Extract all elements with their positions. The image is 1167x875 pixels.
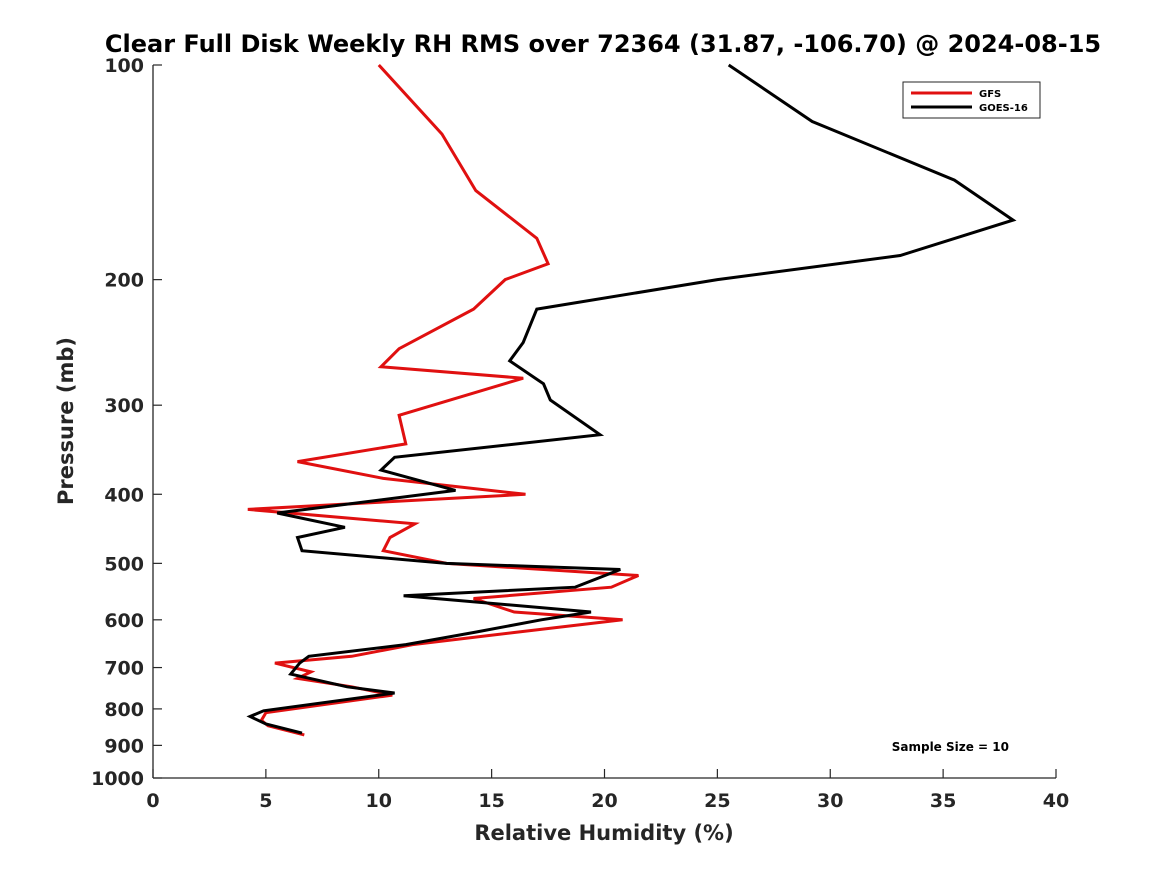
y-tick-label: 100 — [104, 55, 144, 77]
y-tick-label: 500 — [104, 553, 144, 575]
x-tick-label: 15 — [478, 790, 504, 812]
x-tick-label: 30 — [817, 790, 843, 812]
y-tick-label: 200 — [104, 270, 144, 292]
plot-area — [152, 65, 1056, 779]
y-tick-label: 1000 — [91, 768, 144, 790]
y-tick-label: 600 — [104, 610, 144, 632]
x-tick-label: 35 — [930, 790, 956, 812]
y-tick-label: 400 — [104, 484, 144, 506]
chart-title: Clear Full Disk Weekly RH RMS over 72364… — [105, 30, 1101, 58]
y-tick-label: 700 — [104, 658, 144, 680]
x-tick-label: 40 — [1043, 790, 1069, 812]
legend: GFS GOES-16 — [902, 81, 1041, 119]
x-tick-label: 0 — [146, 790, 159, 812]
x-tick-label: 10 — [366, 790, 392, 812]
sample-size-annotation: Sample Size = 10 — [892, 740, 1009, 754]
series-layer — [246, 63, 1017, 737]
y-tick-label: 800 — [104, 699, 144, 721]
legend-label-gfs: GFS — [979, 89, 1001, 100]
series-line-gfs — [247, 63, 639, 737]
legend-label-goes-16: GOES-16 — [979, 103, 1028, 114]
x-tick-label: 25 — [704, 790, 730, 812]
y-tick-label: 900 — [104, 735, 144, 757]
y-axis: 100 200 300 400 500 600 700 800 900 1000 — [91, 55, 162, 790]
x-tick-label: 5 — [259, 790, 272, 812]
legend-box — [902, 81, 1041, 119]
y-tick-label: 300 — [104, 395, 144, 417]
x-axis: 0 5 10 15 20 25 30 35 40 — [146, 769, 1069, 812]
y-axis-label: Pressure (mb) — [54, 337, 78, 505]
series-line-goes-16 — [246, 63, 1017, 735]
x-tick-label: 20 — [591, 790, 617, 812]
x-axis-label: Relative Humidity (%) — [474, 821, 733, 845]
